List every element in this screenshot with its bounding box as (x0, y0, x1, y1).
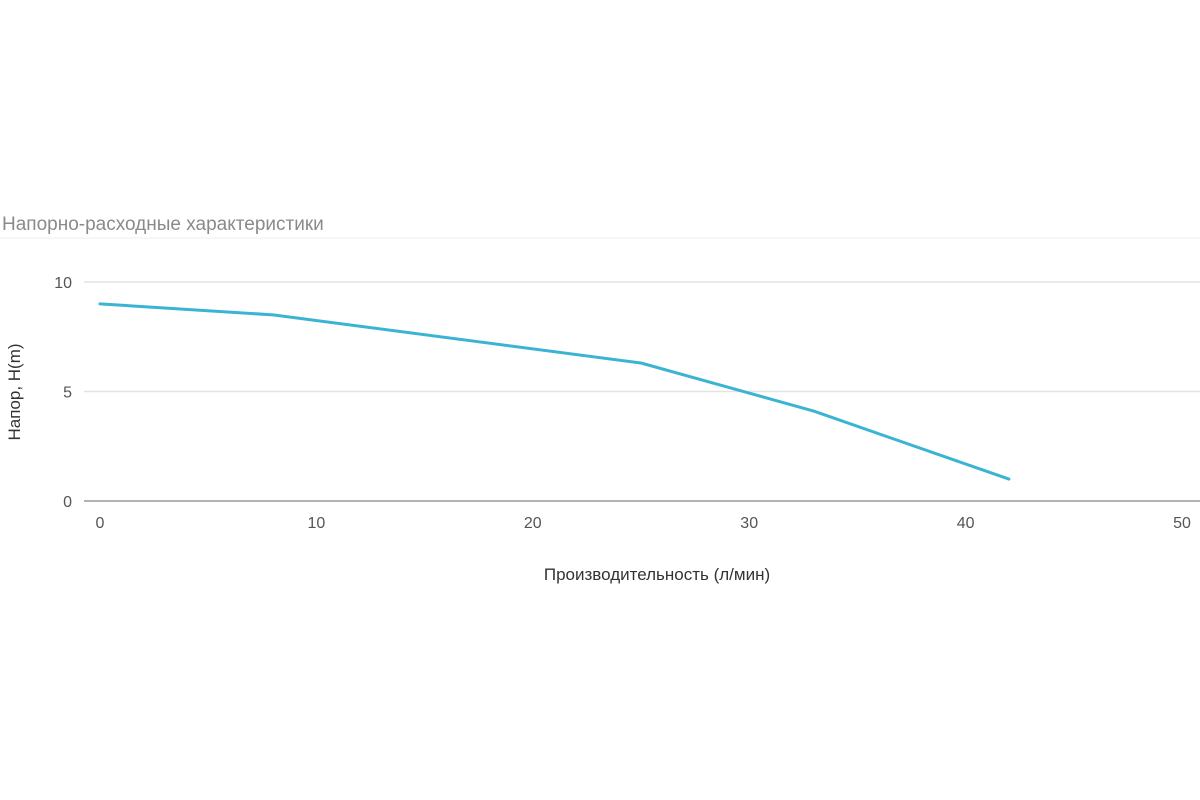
x-axis-label: Производительность (л/мин) (544, 565, 770, 584)
y-tick-label-2: 10 (54, 275, 72, 292)
chart-title: Напорно-расходные характеристики (2, 214, 324, 235)
x-tick-label-1: 10 (308, 515, 326, 532)
tick-layer: 0 5 10 0 10 20 30 40 50 (54, 275, 1191, 532)
x-tick-label-3: 30 (740, 515, 758, 532)
grid-layer (84, 281, 1200, 393)
x-tick-label-4: 40 (957, 515, 975, 532)
y-tick-label-1: 5 (63, 385, 72, 402)
y-axis-label: Напор, H(m) (5, 343, 24, 440)
series-line-0 (98, 302, 1011, 481)
x-tick-label-2: 20 (524, 515, 542, 532)
x-tick-label-0: 0 (96, 515, 105, 532)
x-tick-label-5: 50 (1173, 515, 1191, 532)
series-layer (98, 302, 1011, 481)
y-tick-label-0: 0 (63, 494, 72, 511)
